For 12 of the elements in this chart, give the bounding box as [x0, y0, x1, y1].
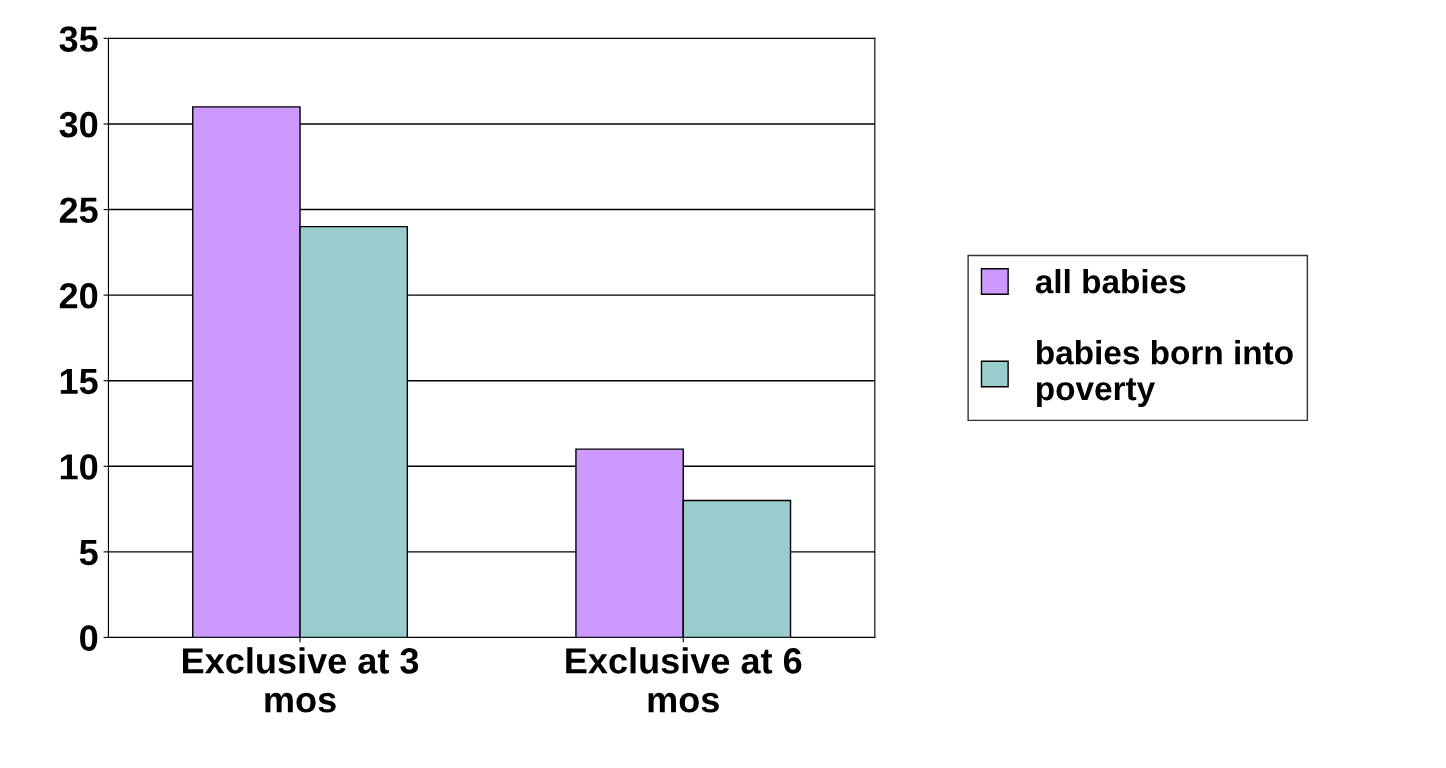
y-tick-label: 10	[60, 454, 98, 480]
y-tick-label: 25	[59, 197, 98, 223]
y-tick-label: 20	[59, 283, 98, 309]
x-tick-label: Exclusive at 3 mos	[183, 647, 419, 713]
legend-label: all babies	[1035, 268, 1186, 294]
y-tick-label: 15	[60, 368, 98, 395]
x-tick-label: Exclusive at 6 mos	[566, 647, 802, 713]
y-tick-label: 5	[79, 540, 98, 566]
y-tick-label: 30	[59, 111, 98, 138]
y-tick-label: 0	[80, 625, 98, 651]
y-tick-label: 35	[59, 26, 98, 52]
legend-label: babies born into poverty	[1037, 340, 1293, 408]
